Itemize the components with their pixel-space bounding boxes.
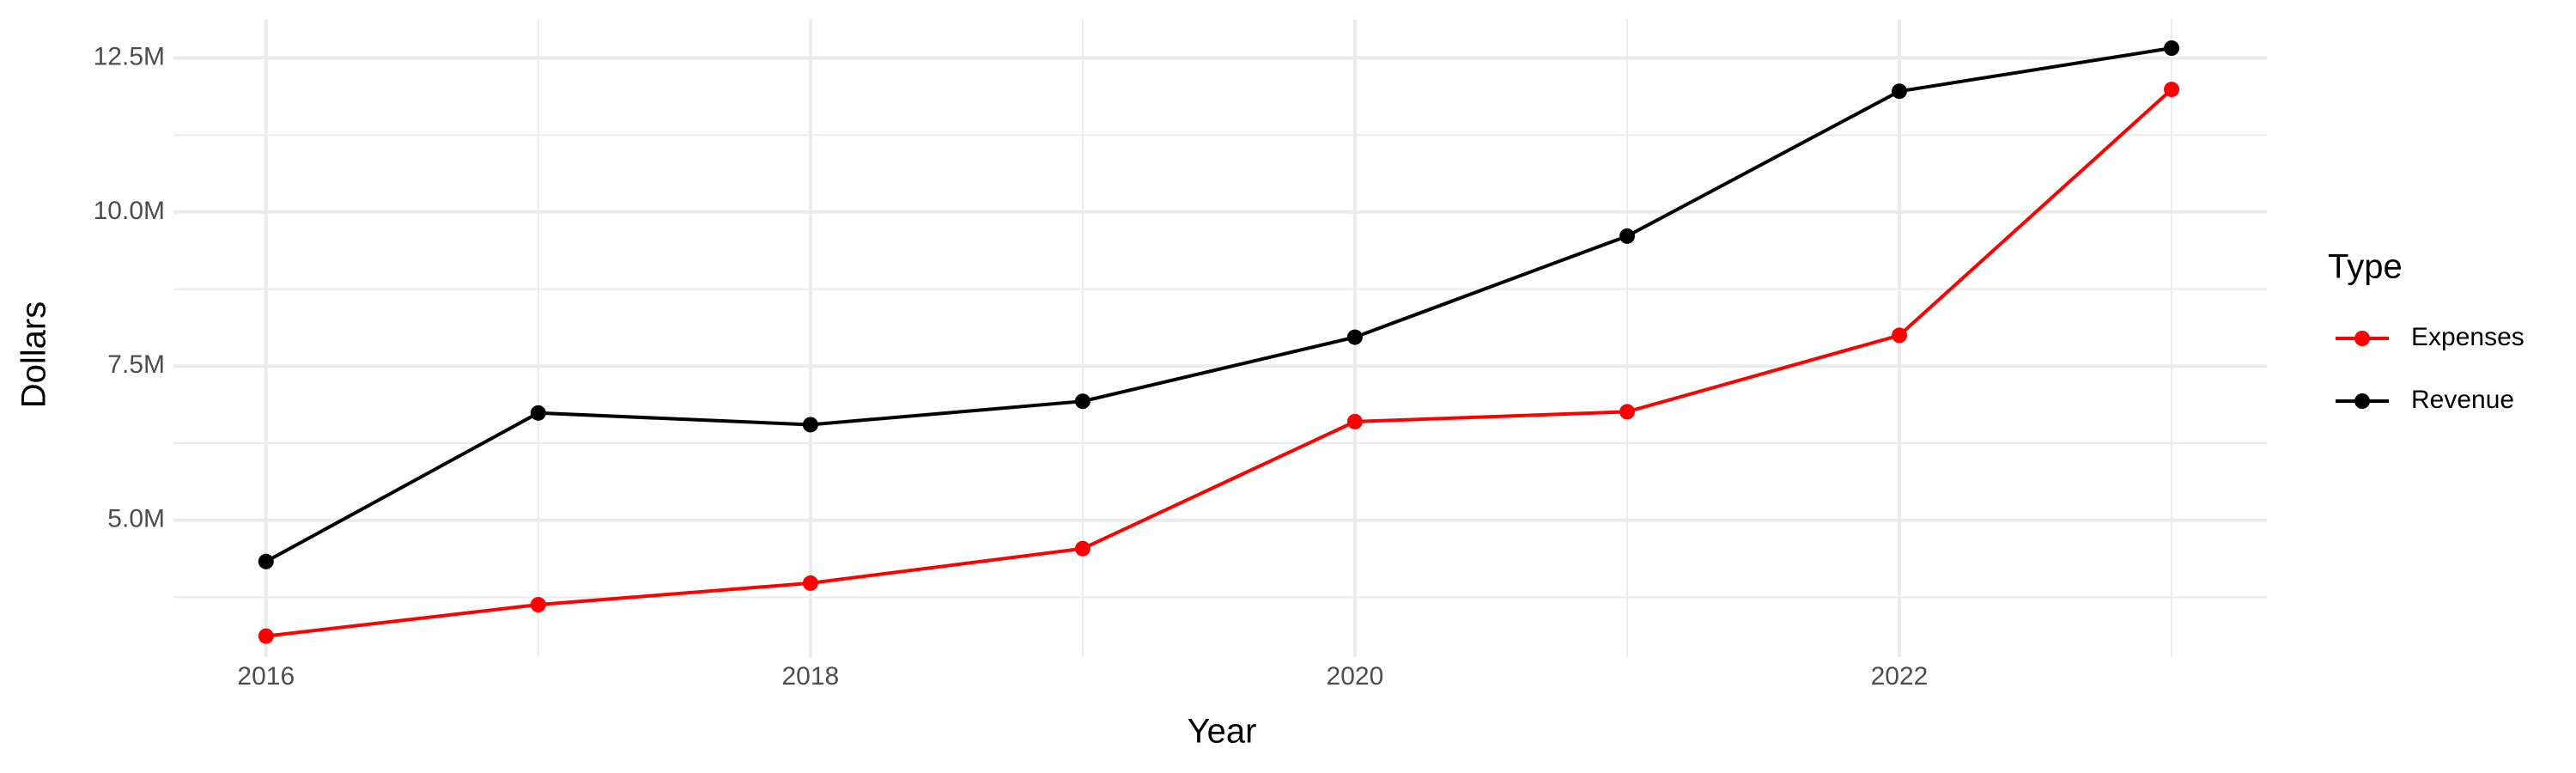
data-point — [2164, 82, 2180, 98]
series-line — [265, 88, 2173, 638]
y-tick-label: 7.5M — [107, 350, 165, 379]
y-tick-label: 12.5M — [94, 42, 165, 70]
data-point — [1619, 228, 1635, 244]
data-point — [1346, 413, 1363, 429]
legend-key-point — [2354, 331, 2370, 346]
data-point — [1074, 393, 1091, 410]
legend-key-point — [2354, 393, 2370, 409]
data-point — [1892, 83, 1908, 100]
x-tick-label: 2020 — [1327, 662, 1384, 691]
x-axis-title: Year — [1188, 713, 1257, 751]
data-point — [802, 575, 818, 591]
data-point — [258, 628, 274, 644]
x-tick-label: 2018 — [781, 662, 839, 691]
x-tick-label: 2022 — [1871, 662, 1929, 691]
y-tick-label: 10.0M — [94, 197, 165, 225]
data-point — [530, 405, 546, 421]
x-tick-label: 2016 — [237, 662, 295, 691]
data-point — [258, 553, 274, 569]
data-point — [1346, 329, 1363, 345]
data-point — [1074, 540, 1091, 557]
legend-title: Type — [2328, 248, 2403, 286]
series-line — [264, 46, 2172, 563]
data-point — [2164, 40, 2180, 57]
data-point — [802, 417, 818, 433]
legend-label: Revenue — [2411, 386, 2514, 414]
data-point — [1619, 404, 1635, 420]
y-tick-label: 5.0M — [107, 505, 165, 533]
y-axis-title: Dollars — [15, 301, 53, 408]
data-point — [530, 597, 546, 613]
legend-label: Expenses — [2411, 323, 2524, 351]
data-point — [1892, 327, 1908, 344]
